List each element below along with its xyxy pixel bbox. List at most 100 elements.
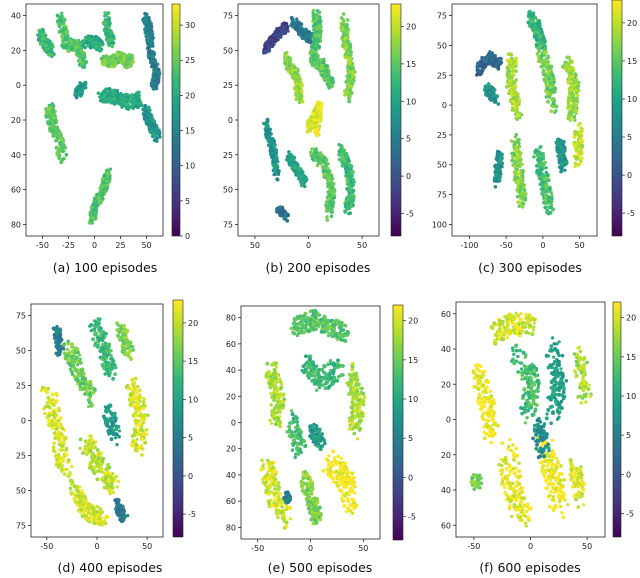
scatter-point <box>516 200 521 205</box>
scatter-point <box>299 177 303 182</box>
scatter-point <box>482 62 487 67</box>
scatter-point <box>343 36 348 40</box>
scatter-point <box>153 84 158 89</box>
scatter-point <box>280 28 285 33</box>
scatter-point <box>264 50 269 54</box>
scatter-point <box>315 115 320 120</box>
scatter-points <box>475 9 585 216</box>
scatter-point <box>47 53 51 57</box>
scatter-point <box>110 37 114 42</box>
scatter-point <box>544 166 548 170</box>
scatter-point <box>280 213 285 217</box>
scatter-point <box>340 37 344 41</box>
scatter-point <box>337 152 342 157</box>
scatter-point <box>283 61 287 65</box>
colorbar-tick-label: 0 <box>406 172 411 181</box>
scatter-point <box>532 155 536 159</box>
scatter-point <box>315 30 319 34</box>
scatter-point <box>495 177 499 181</box>
scatter-point <box>316 57 320 61</box>
scatter-point <box>79 48 83 53</box>
scatter-point <box>477 68 481 73</box>
scatter-point <box>119 97 124 102</box>
scatter-point <box>286 29 290 33</box>
scatter-point <box>143 17 148 22</box>
scatter-point <box>156 130 160 134</box>
scatter-point <box>95 192 99 197</box>
scatter-point <box>291 156 295 161</box>
scatter-point <box>575 93 580 97</box>
scatter-point <box>78 58 82 63</box>
scatter-point <box>81 61 85 66</box>
panel-1: -50 -25 0 25 504020020406080051015202530(a) … <box>11 3 195 275</box>
x-tick-label: 50 <box>250 241 260 250</box>
scatter-point <box>97 42 102 46</box>
scatter-point <box>536 55 541 60</box>
scatter-point <box>562 63 566 68</box>
scatter-point <box>137 98 141 103</box>
x-tick-label: 50 <box>357 241 367 250</box>
scatter-point <box>107 35 111 40</box>
scatter-point <box>51 125 56 129</box>
scatter-point <box>110 88 115 93</box>
scatter-point <box>321 75 326 79</box>
scatter-point <box>265 117 270 122</box>
scatter-point <box>566 63 570 67</box>
scatter-point <box>493 185 498 189</box>
scatter-point <box>270 147 275 152</box>
scatter-point <box>326 77 330 81</box>
scatter-point <box>287 63 292 67</box>
scatter-point <box>539 31 544 35</box>
y-tick-label: 25 <box>223 151 233 160</box>
scatter-point <box>331 200 336 205</box>
scatter-point <box>311 13 316 18</box>
scatter-point <box>106 11 111 16</box>
scatter-point <box>110 64 114 69</box>
scatter-point <box>146 54 151 58</box>
scatter-point <box>97 197 101 202</box>
scatter-point <box>346 170 351 174</box>
scatter-point <box>50 53 55 57</box>
scatter-point <box>151 54 155 59</box>
scatter-point <box>510 158 515 163</box>
scatter-point <box>113 60 118 64</box>
colorbar <box>390 3 402 237</box>
scatter-point <box>81 39 86 44</box>
scatter-point <box>94 44 99 49</box>
scatter-point <box>521 170 525 175</box>
scatter-point <box>84 35 89 39</box>
scatter-point <box>278 209 283 214</box>
scatter-point <box>540 51 545 55</box>
scatter-point <box>317 44 322 49</box>
scatter-point <box>86 43 90 48</box>
scatter-point <box>346 158 351 163</box>
scatter-point <box>337 157 342 162</box>
scatter-point <box>299 170 304 175</box>
scatter-point <box>538 34 543 39</box>
scatter-point <box>294 91 298 95</box>
scatter-point <box>326 181 330 185</box>
scatter-point <box>268 141 272 145</box>
scatter-point <box>316 102 321 107</box>
scatter-point <box>111 53 116 57</box>
scatter-point <box>343 152 348 157</box>
scatter-point <box>548 210 553 215</box>
scatter-point <box>103 92 107 97</box>
y-tick-label: 40 <box>11 151 21 160</box>
scatter-point <box>107 86 112 91</box>
scatter-point <box>347 189 351 193</box>
scatter-point <box>516 176 520 180</box>
scatter-point <box>509 83 514 87</box>
scatter-point <box>519 176 523 180</box>
scatter-point <box>128 57 133 62</box>
scatter-point <box>52 116 56 120</box>
scatter-point <box>511 59 516 64</box>
scatter-point <box>571 83 575 88</box>
scatter-point <box>513 141 517 146</box>
scatter-point <box>521 202 526 206</box>
scatter-point <box>272 139 276 143</box>
scatter-point <box>104 54 108 58</box>
scatter-point <box>317 10 322 15</box>
scatter-point <box>570 88 574 92</box>
scatter-point <box>300 99 305 104</box>
